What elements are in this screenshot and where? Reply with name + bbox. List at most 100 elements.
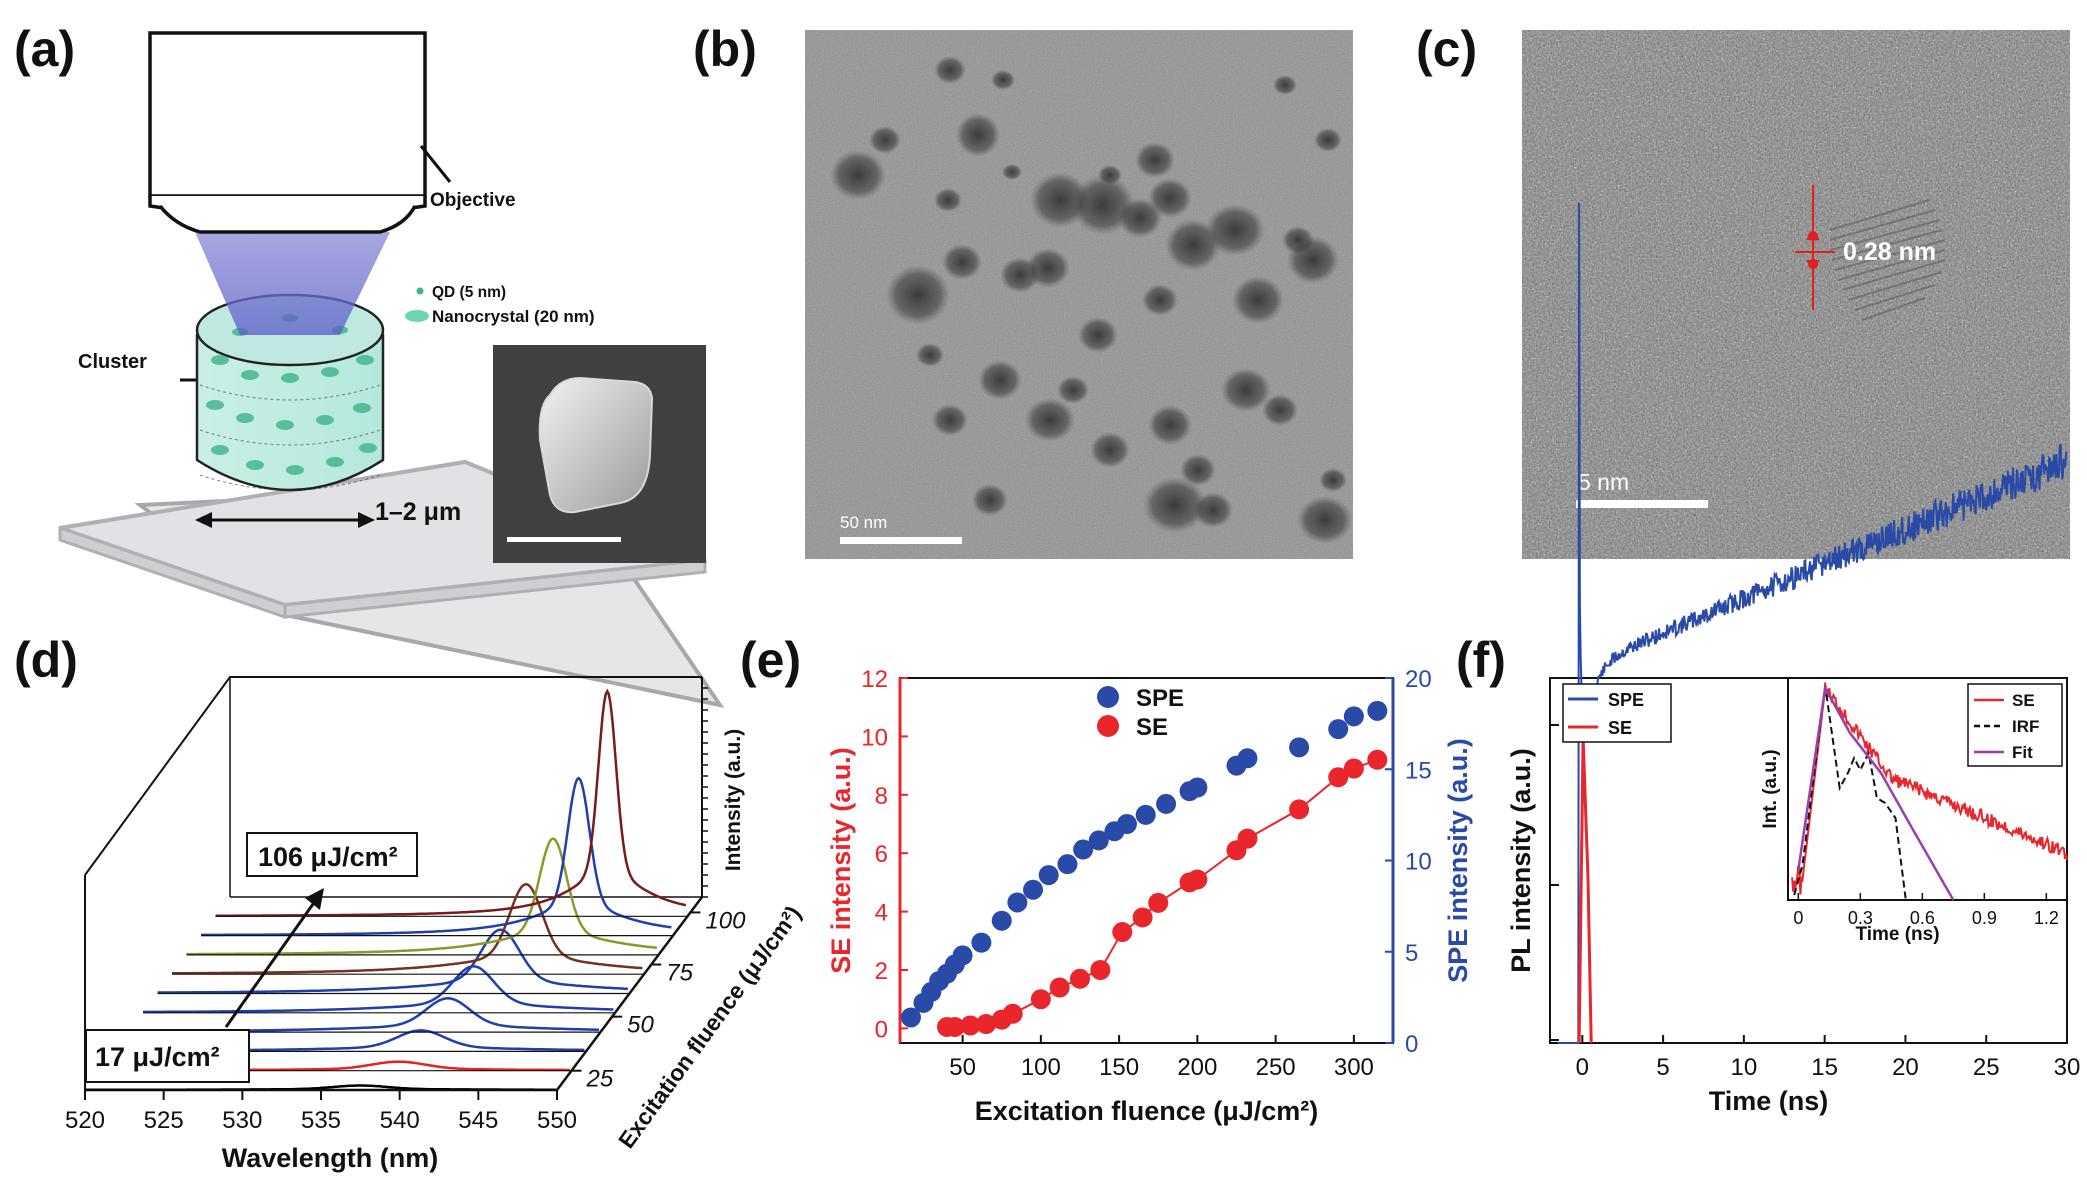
nanoparticle	[1148, 178, 1192, 218]
se-point	[1069, 968, 1090, 989]
x-tick-label: 15	[1811, 1054, 1838, 1081]
se-point	[1289, 799, 1310, 820]
spe-point	[1187, 777, 1208, 798]
nanoparticle	[1135, 142, 1175, 178]
x-tick-label: 10	[1731, 1054, 1758, 1081]
se-point	[1343, 758, 1364, 779]
se-point	[1030, 989, 1051, 1010]
spe-point	[1057, 854, 1078, 875]
se-point	[1328, 767, 1349, 788]
x-tick-label: 535	[301, 1107, 341, 1134]
f-xlabel: Time (ns)	[1709, 1086, 1829, 1116]
nanoparticle	[1002, 164, 1022, 180]
objective-lens	[148, 31, 452, 234]
nanoparticle	[1221, 368, 1271, 412]
z-tick-label: 100	[705, 907, 746, 934]
z-tick-label: 50	[627, 1012, 654, 1039]
nanoparticle	[1180, 454, 1216, 486]
spe-point	[1073, 839, 1094, 860]
legend-label-spe: SPE	[1608, 690, 1644, 710]
d-ylabel: Intensity (a.u.)	[722, 729, 745, 871]
panel-c: 0.28 nm 5 nm	[1522, 30, 2070, 559]
scale-bar-c	[1576, 500, 1708, 508]
panel-d: 520 525 530 535 540 545 550 25 50 75 100 Waveleng…	[65, 676, 806, 1173]
y-tick-label-right: 0	[1405, 1031, 1418, 1058]
y-tick-label-left: 0	[875, 1016, 888, 1043]
spe-point	[952, 945, 973, 966]
fluence-low-box	[85, 1029, 250, 1083]
x-tick-label: 550	[537, 1107, 577, 1134]
panel-label-d: (d)	[14, 632, 78, 688]
nanoparticle	[1314, 128, 1342, 152]
nanoparticle	[932, 404, 968, 436]
spectrum-line	[157, 928, 628, 994]
spe-point	[1023, 879, 1044, 900]
spectra	[85, 688, 688, 1092]
nanoparticles	[830, 56, 1353, 544]
spe-point	[1156, 793, 1177, 814]
inset-x-tick-label: 0.3	[1848, 908, 1873, 928]
x-tick-label: 540	[380, 1107, 420, 1134]
x-tick-label: 200	[1177, 1054, 1217, 1081]
fluence-arrow	[224, 896, 320, 1028]
x-tick-label: 25	[1973, 1054, 2000, 1081]
y-tick-label-right: 10	[1405, 849, 1432, 876]
nanoparticle	[1262, 394, 1298, 426]
spe-decay-line	[1558, 202, 2068, 1044]
inset-x-tick-label: 0.6	[1910, 908, 1935, 928]
se-point	[976, 1014, 997, 1035]
spe-point	[1038, 865, 1059, 886]
y-tick-label-left: 2	[875, 958, 888, 985]
d-xlabel: Wavelength (nm)	[222, 1143, 439, 1173]
spe-point	[1135, 804, 1156, 825]
z-tick-label: 25	[586, 1066, 614, 1093]
x-tick-label: 20	[1892, 1054, 1919, 1081]
cluster-label: Cluster	[78, 351, 147, 373]
x-tick-label: 50	[949, 1054, 976, 1081]
nanoparticle	[869, 126, 901, 154]
inset-legend-label: IRF	[2012, 717, 2039, 736]
excitation-beam	[195, 232, 390, 335]
legend-marker-se	[1097, 715, 1119, 737]
y-tick-label-right: 5	[1405, 940, 1418, 967]
x-tick-label: 100	[1021, 1054, 1061, 1081]
x-tick-label: 300	[1334, 1054, 1374, 1081]
inset-legend-label: SE	[2012, 691, 2035, 710]
x-tick-label: 30	[2054, 1054, 2081, 1081]
legend-label-se: SE	[1608, 718, 1632, 738]
panel-label-f: (f)	[1456, 632, 1506, 688]
inset-fit-line	[1797, 684, 1955, 901]
fluence-high-label: 106 μJ/cm²	[258, 842, 398, 872]
y-tick-label-left: 8	[875, 783, 888, 810]
nanoparticle	[1057, 376, 1089, 404]
x-tick-label: 520	[65, 1107, 105, 1134]
legend-marker-spe	[1097, 686, 1119, 708]
e-xlabel: Excitation fluence (μJ/cm²)	[975, 1096, 1319, 1126]
nanocrystal-legend-label: Nanocrystal (20 nm)	[432, 307, 595, 326]
nanoparticle	[991, 70, 1015, 90]
spe-point	[971, 932, 992, 953]
nanoparticle	[942, 244, 982, 280]
nanocrystal-legend-marker	[405, 310, 429, 322]
inset-legend-label: Fit	[2012, 743, 2033, 762]
panel-b: 50 nm	[805, 30, 1353, 559]
y-tick-label-left: 6	[875, 841, 888, 868]
qd-legend-label: QD (5 nm)	[432, 284, 506, 301]
nanoparticle	[830, 150, 886, 200]
lattice-fringes	[1829, 199, 1946, 321]
spe-point	[991, 910, 1012, 931]
legend-label-se: SE	[1136, 714, 1168, 741]
sem-inset	[493, 345, 706, 563]
inset-x-tick-label: 0.9	[1972, 908, 1997, 928]
se-point	[1237, 828, 1258, 849]
x-tick-label: 150	[1099, 1054, 1139, 1081]
panel-a: Objective QD (5 nm) Nanocrystal (20 nm) …	[58, 31, 725, 708]
nanoparticle	[1297, 496, 1353, 544]
fluence-low-label: 17 μJ/cm²	[95, 1042, 220, 1072]
inset-xlabel: Time (ns)	[1855, 924, 1939, 945]
panel-label-e: (e)	[740, 632, 801, 688]
spe-point	[1343, 706, 1364, 727]
panel-label-a: (a)	[14, 21, 75, 77]
